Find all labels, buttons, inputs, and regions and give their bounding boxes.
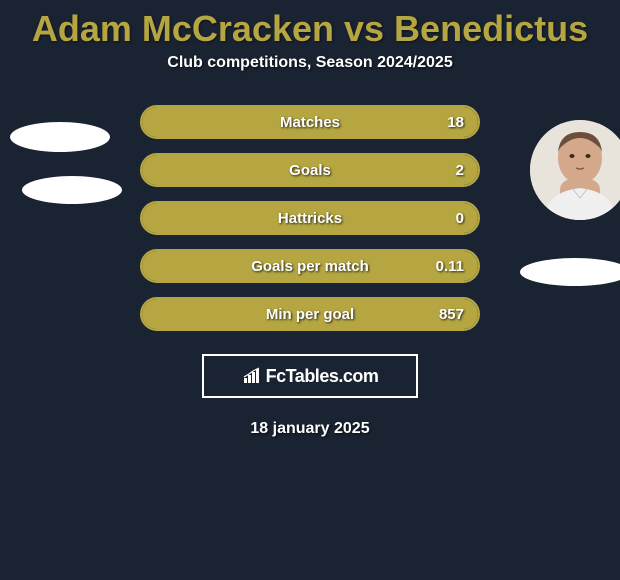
stat-value-right: 18 xyxy=(447,114,464,131)
stat-value-right: 0.11 xyxy=(436,258,464,275)
left-player-placeholder-2 xyxy=(22,176,122,204)
stat-row-hattricks: Hattricks 0 xyxy=(0,200,620,236)
stat-label: Matches xyxy=(280,114,340,131)
stat-bar: Matches 18 xyxy=(140,105,480,139)
stat-bar: Hattricks 0 xyxy=(140,201,480,235)
stat-label: Goals xyxy=(289,162,331,179)
stat-label: Hattricks xyxy=(278,210,342,227)
subtitle: Club competitions, Season 2024/2025 xyxy=(0,54,620,72)
page-title: Adam McCracken vs Benedictus xyxy=(0,0,620,54)
left-player-placeholder-1 xyxy=(10,122,110,152)
chart-icon xyxy=(242,367,262,385)
stat-label: Min per goal xyxy=(266,306,354,323)
stat-value-right: 2 xyxy=(456,162,464,179)
stat-bar: Goals per match 0.11 xyxy=(140,249,480,283)
stat-value-right: 0 xyxy=(456,210,464,227)
watermark-text: FcTables.com xyxy=(266,366,379,387)
date-label: 18 january 2025 xyxy=(0,420,620,438)
person-photo-icon xyxy=(530,120,620,220)
stat-value-right: 857 xyxy=(439,306,464,323)
watermark: FcTables.com xyxy=(202,354,418,398)
right-player-placeholder xyxy=(520,258,620,286)
stat-label: Goals per match xyxy=(251,258,369,275)
stat-row-min-per-goal: Min per goal 857 xyxy=(0,296,620,332)
stat-bar: Min per goal 857 xyxy=(140,297,480,331)
stat-bar: Goals 2 xyxy=(140,153,480,187)
right-player-avatar xyxy=(530,120,620,220)
